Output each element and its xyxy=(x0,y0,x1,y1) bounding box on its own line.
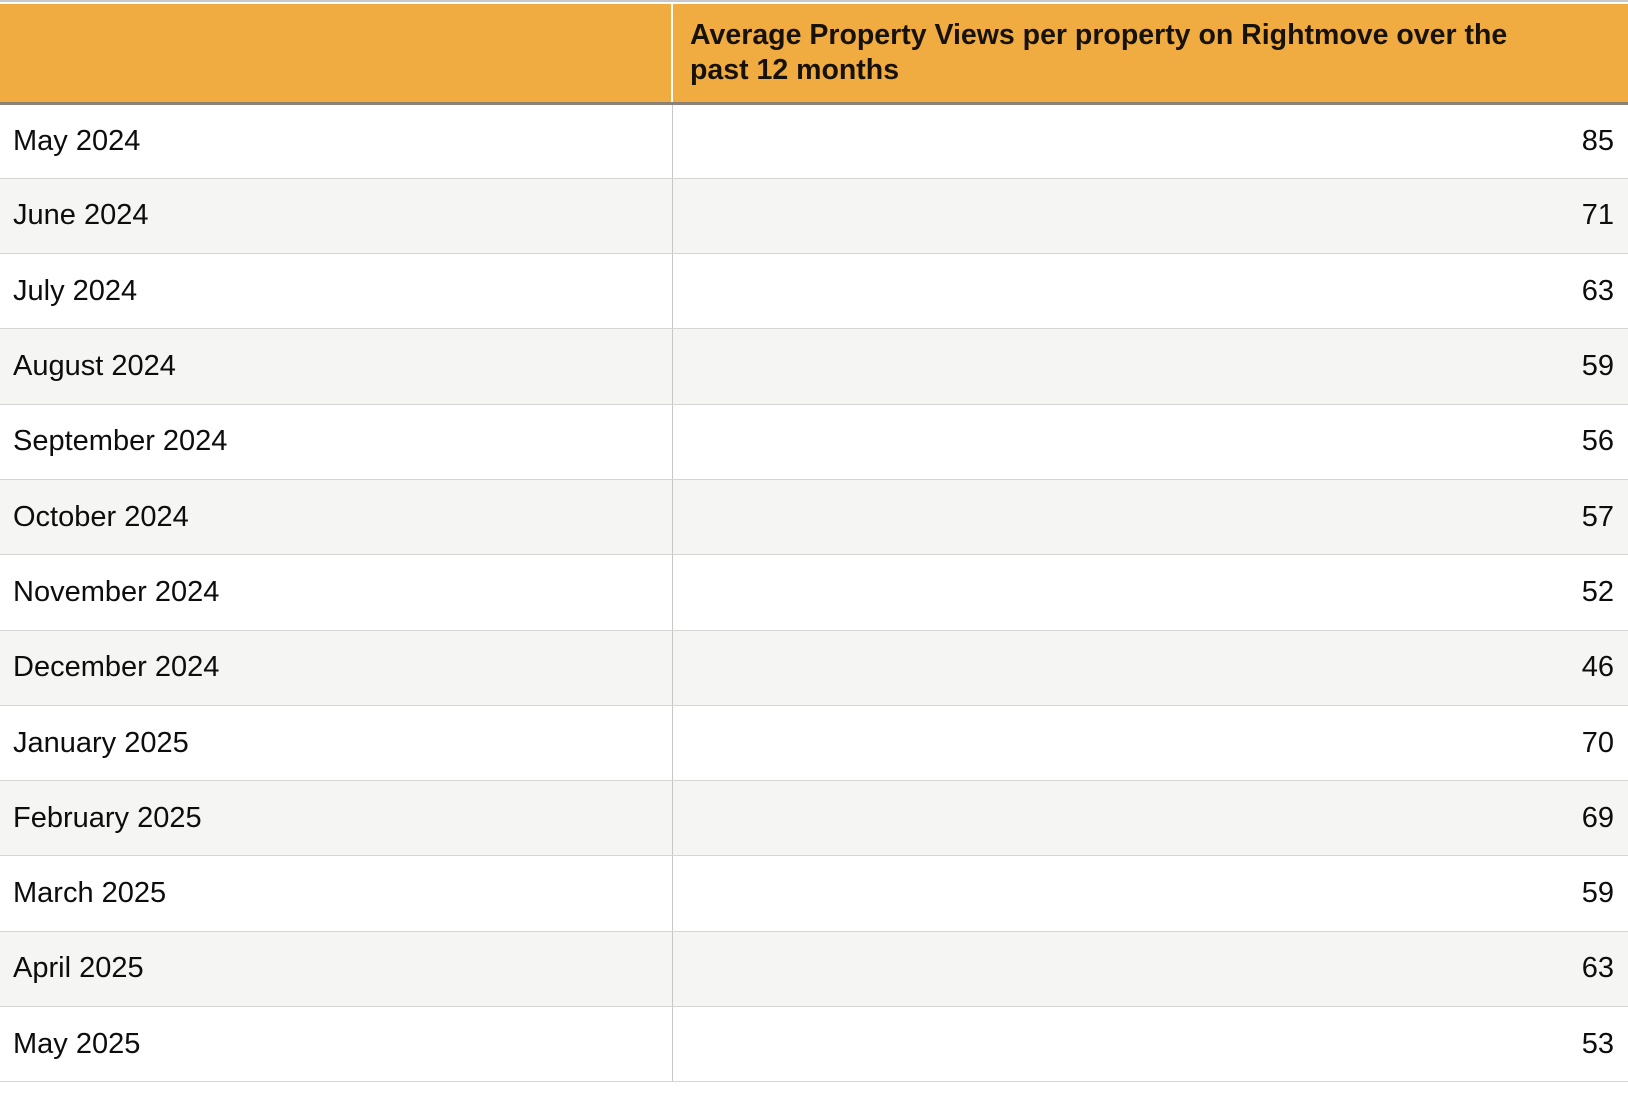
table-row: July 2024 63 xyxy=(0,253,1628,330)
table-row: November 2024 52 xyxy=(0,554,1628,631)
views-column-header: Average Property Views per property on R… xyxy=(671,4,1628,105)
month-cell: April 2025 xyxy=(0,931,672,1008)
views-cell: 57 xyxy=(671,479,1628,556)
views-cell: 56 xyxy=(671,404,1628,480)
views-column-title-line-2: past 12 months xyxy=(690,53,900,86)
month-cell: October 2024 xyxy=(0,479,672,556)
month-cell: July 2024 xyxy=(0,253,672,330)
views-cell: 69 xyxy=(671,780,1628,857)
table-row: May 2025 53 xyxy=(0,1006,1628,1083)
month-cell: January 2025 xyxy=(0,705,672,782)
month-cell: June 2024 xyxy=(0,178,672,255)
views-cell: 52 xyxy=(671,554,1628,631)
table-row: June 2024 71 xyxy=(0,178,1628,255)
month-cell: May 2025 xyxy=(0,1006,672,1083)
views-cell: 53 xyxy=(671,1006,1628,1083)
header-row: Average Property Views per property on R… xyxy=(0,4,1628,105)
table-row: January 2025 70 xyxy=(0,705,1628,782)
views-cell: 63 xyxy=(671,253,1628,330)
table-row: March 2025 59 xyxy=(0,855,1628,932)
views-column-title-line-1: Average Property Views per property on R… xyxy=(690,18,1508,51)
table-row: April 2025 63 xyxy=(0,931,1628,1008)
views-cell: 63 xyxy=(671,931,1628,1008)
table-row: August 2024 59 xyxy=(0,328,1628,405)
month-column-header xyxy=(0,4,672,105)
page: Average Property Views per property on R… xyxy=(0,0,1628,1083)
views-cell: 46 xyxy=(671,630,1628,706)
table-row: December 2024 46 xyxy=(0,630,1628,706)
table-row: May 2024 85 xyxy=(0,103,1628,179)
views-cell: 85 xyxy=(671,103,1628,179)
table-row: October 2024 57 xyxy=(0,479,1628,556)
month-cell: November 2024 xyxy=(0,554,672,631)
month-cell: December 2024 xyxy=(0,630,672,706)
month-cell: September 2024 xyxy=(0,404,672,480)
month-cell: February 2025 xyxy=(0,780,672,857)
month-cell: May 2024 xyxy=(0,103,672,179)
table-row: September 2024 56 xyxy=(0,404,1628,480)
table-row: February 2025 69 xyxy=(0,780,1628,857)
views-cell: 59 xyxy=(671,328,1628,405)
top-divider xyxy=(0,0,1628,2)
property-views-table: Average Property Views per property on R… xyxy=(0,4,1628,1083)
views-cell: 70 xyxy=(671,705,1628,782)
month-cell: March 2025 xyxy=(0,855,672,932)
views-cell: 71 xyxy=(671,178,1628,255)
month-cell: August 2024 xyxy=(0,328,672,405)
views-cell: 59 xyxy=(671,855,1628,932)
